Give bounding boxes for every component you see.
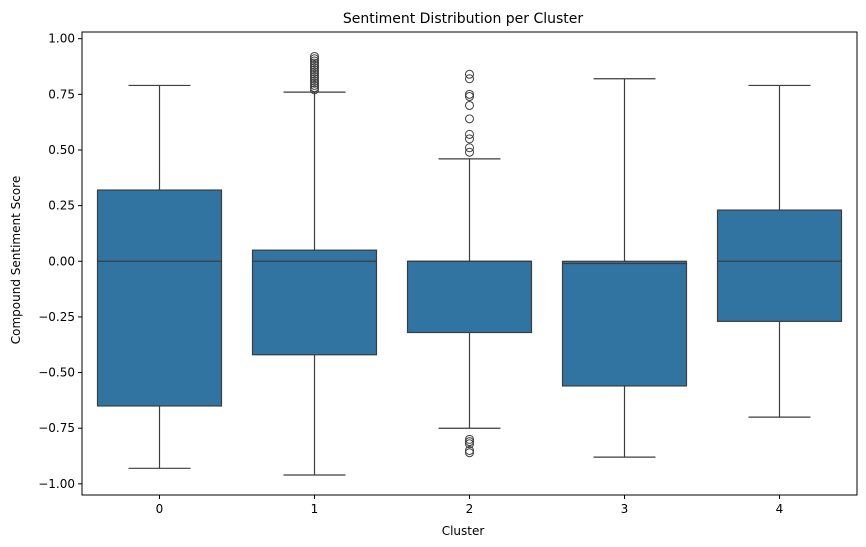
x-axis-title: Cluster: [442, 524, 485, 538]
outlier-point: [310, 63, 319, 73]
outlier-point: [310, 85, 319, 95]
outlier-point: [465, 89, 474, 99]
outlier-point: [310, 60, 319, 70]
outlier-point: [465, 434, 474, 444]
y-tick-label: 1.00: [48, 32, 75, 46]
outlier-point: [310, 54, 319, 64]
outlier-point: [310, 80, 319, 90]
outlier-point: [465, 100, 474, 110]
outlier-point: [465, 439, 474, 449]
y-tick-label: 0.00: [48, 254, 75, 268]
outlier-point: [310, 72, 319, 82]
outlier-point: [310, 56, 319, 66]
outlier-point: [310, 69, 319, 79]
outlier-point: [465, 129, 474, 139]
y-tick-label: 0.25: [48, 199, 75, 213]
outlier-point: [310, 51, 319, 61]
outlier-point: [465, 134, 474, 144]
x-tick-label: 2: [466, 502, 474, 516]
iqr-box: [96, 189, 223, 407]
outlier-point: [310, 83, 319, 93]
outlier-point: [465, 147, 474, 157]
y-tick-label: 0.50: [48, 143, 75, 157]
iqr-box: [406, 260, 533, 334]
outlier-point: [310, 58, 319, 68]
y-tick-label: −1.00: [38, 477, 75, 491]
outlier-point: [310, 65, 319, 75]
x-tick-label: 4: [776, 502, 784, 516]
iqr-box: [716, 209, 843, 322]
outlier-point: [465, 114, 474, 124]
x-tick-label: 3: [621, 502, 629, 516]
y-tick-label: 0.75: [48, 87, 75, 101]
outlier-point: [465, 445, 474, 455]
outlier-point: [310, 76, 319, 86]
plot-frame: [81, 31, 858, 496]
y-tick-label: −0.25: [38, 310, 75, 324]
outlier-point: [465, 143, 474, 153]
outlier-point: [310, 78, 319, 88]
x-tick-label: 1: [311, 502, 319, 516]
iqr-box: [251, 249, 378, 356]
y-tick-label: −0.75: [38, 421, 75, 435]
outlier-point: [310, 67, 319, 77]
y-axis-title: Compound Sentiment Score: [9, 176, 23, 344]
outlier-point: [465, 437, 474, 447]
outlier-point: [465, 92, 474, 102]
iqr-box: [561, 260, 688, 387]
y-tick-label: −0.50: [38, 366, 75, 380]
outlier-point: [465, 69, 474, 79]
x-tick-label: 0: [156, 502, 164, 516]
outlier-point: [465, 448, 474, 458]
chart-title: Sentiment Distribution per Cluster: [343, 11, 584, 27]
outlier-point: [465, 74, 474, 84]
outlier-point: [310, 74, 319, 84]
